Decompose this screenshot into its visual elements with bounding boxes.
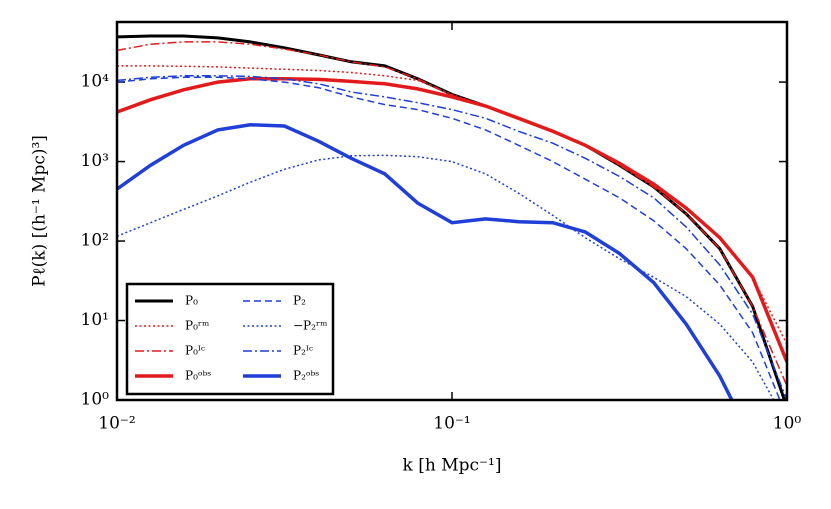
x-axis-label: k [h Mpc⁻¹]	[403, 456, 502, 476]
legend-label: P₀	[185, 294, 198, 308]
legend: P₀ P₀ʳᵐ P₀ᴵᶜ P₀ᵒᵇˢ P₂ −P₂ʳᵐ P₂ᴵᶜ P₂ᵒᵇˢ	[125, 282, 335, 396]
y-tick-label: 10³	[81, 151, 109, 171]
y-tick-label: 10²	[81, 231, 109, 251]
series-line	[117, 65, 787, 345]
x-tick-label: 10⁻¹	[433, 414, 470, 434]
series-line	[117, 76, 781, 400]
x-tick-label: 10⁻²	[98, 414, 135, 434]
legend-label: P₀ᴵᶜ	[185, 344, 205, 358]
x-tick-label: 10⁰	[773, 414, 802, 434]
plot-frame	[115, 20, 789, 402]
legend-label: P₂ᴵᶜ	[293, 344, 313, 358]
plot-area	[117, 34, 787, 400]
series-line	[117, 77, 787, 363]
y-tick-label: 10⁴	[81, 72, 110, 92]
legend-label: P₀ʳᵐ	[185, 319, 209, 333]
series-line	[117, 154, 775, 400]
legend-label: P₂ᵒᵇˢ	[293, 369, 319, 383]
legend-label: P₂	[293, 294, 306, 308]
y-tick-label: 10⁰	[81, 390, 110, 410]
series-line	[117, 123, 734, 400]
legend-label: P₀ᵒᵇˢ	[185, 369, 211, 383]
y-axis-label: Pℓ(k) [(h⁻¹ Mpc)³]	[30, 135, 50, 287]
y-tick-label: 10¹	[81, 310, 109, 330]
legend-label: −P₂ʳᵐ	[293, 319, 327, 333]
